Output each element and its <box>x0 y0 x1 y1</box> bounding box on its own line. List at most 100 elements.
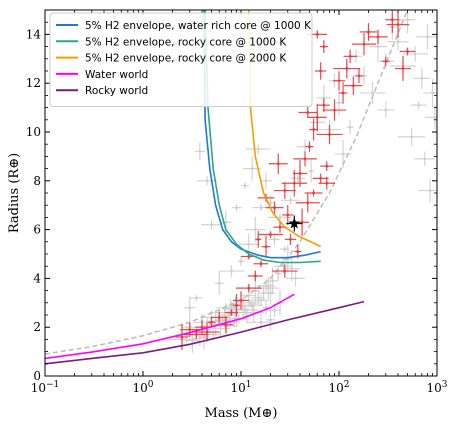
model-curve-3 <box>248 10 322 248</box>
model-curve-2 <box>204 10 321 264</box>
gray-exoplanet-point-dot <box>426 35 429 39</box>
gray-exoplanet-point-dot <box>266 286 270 290</box>
red-exoplanet-point <box>316 124 343 145</box>
red-exoplanet-point <box>272 264 298 278</box>
gray-exoplanet-point-dot <box>433 115 437 119</box>
red-exoplanet-point <box>381 56 390 66</box>
red-exoplanet-point-dot <box>273 206 276 210</box>
x-tick-label: 103 <box>426 380 447 395</box>
red-exoplanet-point <box>281 169 308 197</box>
gray-exoplanet-point-dot <box>239 259 243 263</box>
gray-exoplanet-point-dot <box>259 298 263 302</box>
red-exoplanet-point <box>284 233 297 246</box>
gray-exoplanet-point <box>201 219 222 230</box>
gray-exoplanet-point <box>189 294 203 302</box>
gray-exoplanet-point-dot <box>273 308 276 312</box>
red-exoplanet-point-dot <box>341 91 345 95</box>
red-exoplanet-point-dot <box>278 225 282 229</box>
red-exoplanet-point-dot <box>286 213 290 217</box>
red-exoplanet-point-dot <box>276 162 280 166</box>
red-exoplanet-point <box>255 231 262 248</box>
gray-exoplanet-point <box>414 151 435 167</box>
gray-exoplanet-point <box>218 265 245 277</box>
red-exoplanet-point <box>298 107 318 118</box>
gray-exoplanet-point-dot <box>413 52 417 56</box>
gray-exoplanet-point <box>359 82 386 104</box>
gray-exoplanet-point <box>259 172 273 190</box>
red-exoplanet-point-dot <box>224 323 228 327</box>
gray-exoplanet-point <box>397 127 426 146</box>
red-exoplanet-point-dot <box>333 108 336 112</box>
gray-exoplanet-point-dot <box>211 333 215 336</box>
red-exoplanet-point <box>399 47 416 56</box>
gray-exoplanet-point-dot <box>273 237 276 241</box>
red-exoplanet-point-dot <box>376 35 380 39</box>
gray-exoplanet-point-dot <box>423 157 427 161</box>
gray-exoplanet-point-dot <box>264 284 268 288</box>
red-exoplanet-point <box>354 68 364 84</box>
gray-exoplanet-point <box>424 105 437 130</box>
gray-exoplanet-point-dot <box>205 179 209 183</box>
gray-exoplanet-point <box>241 182 249 189</box>
x-tick-label: 100 <box>132 380 153 395</box>
gray-exoplanet-point-dot <box>278 216 282 219</box>
gray-exoplanet-point-dot <box>253 289 257 292</box>
red-exoplanet-point-dot <box>325 181 329 185</box>
red-exoplanet-point-dot <box>205 330 209 334</box>
gray-exoplanet-point-dot <box>371 91 374 95</box>
gray-exoplanet-point-dot <box>269 291 272 295</box>
x-axis-label: Mass (M⊕) <box>205 406 278 421</box>
red-exoplanet-point <box>235 284 262 293</box>
gray-exoplanet-point <box>280 246 290 253</box>
legend-entry-label: Rocky world <box>85 85 148 97</box>
red-exoplanet-point <box>320 161 334 171</box>
gray-exoplanet-point-dot <box>219 327 223 330</box>
red-exoplanet-point-dot <box>292 181 296 185</box>
red-exoplanet-point <box>343 49 357 64</box>
gray-exoplanet-point-dot <box>256 296 260 300</box>
gray-exoplanet-point-dot <box>410 135 413 139</box>
red-exoplanet-point <box>307 103 327 131</box>
gray-exoplanet-point-dot <box>309 169 313 173</box>
gray-exoplanet-point <box>275 266 282 281</box>
y-tick-label: 14 <box>26 27 42 41</box>
red-exoplanet-point-dot <box>217 316 221 319</box>
gray-exoplanet-point <box>269 233 281 246</box>
red-exoplanet-point-dot <box>253 274 257 278</box>
red-exoplanet-point-dot <box>289 237 292 241</box>
gray-exoplanet-point-dot <box>281 264 285 268</box>
gray-exoplanet-point <box>253 294 269 306</box>
red-exoplanet-point-dot <box>269 233 272 236</box>
gray-exoplanet-point <box>402 46 429 62</box>
gray-exoplanet-point <box>237 256 245 267</box>
gray-exoplanet-point-dot <box>290 267 294 271</box>
gray-exoplanet-point <box>280 196 301 205</box>
gray-exoplanet-point <box>245 217 266 243</box>
red-exoplanet-point-dot <box>328 133 331 136</box>
red-exoplanet-point-dot <box>345 67 349 70</box>
red-exoplanet-point-dot <box>283 189 287 192</box>
red-exoplanet-point-dot <box>296 250 300 253</box>
red-exoplanet-point <box>232 294 241 317</box>
y-axis-label: Radius (R⊕) <box>7 153 22 233</box>
red-exoplanet-point-dot <box>283 269 287 273</box>
gray-exoplanet-point-dot <box>337 101 341 105</box>
x-tick-label: 10−1 <box>31 380 60 395</box>
red-exoplanet-point-dot <box>315 33 319 36</box>
red-exoplanet-point-dot <box>357 74 361 78</box>
red-exoplanet-point <box>304 189 323 197</box>
gray-exoplanet-point <box>191 330 208 347</box>
gray-exoplanet-point-dot <box>224 220 228 224</box>
legend-box <box>49 12 313 107</box>
gray-exoplanet-point-dot <box>428 189 432 192</box>
red-exoplanet-point-dot <box>312 191 315 195</box>
red-exoplanet-point-dot <box>401 67 405 70</box>
gray-exoplanet-point <box>418 178 437 203</box>
red-exoplanet-point-dot <box>322 103 326 107</box>
gray-exoplanet-point-dot <box>210 223 213 227</box>
red-exoplanet-point-dot <box>230 311 233 314</box>
gray-exoplanet-point-dot <box>262 291 265 295</box>
y-tick-label: 8 <box>33 174 41 188</box>
gray-exoplanet-point-dot <box>235 206 238 210</box>
gray-exoplanet-point <box>423 79 437 107</box>
